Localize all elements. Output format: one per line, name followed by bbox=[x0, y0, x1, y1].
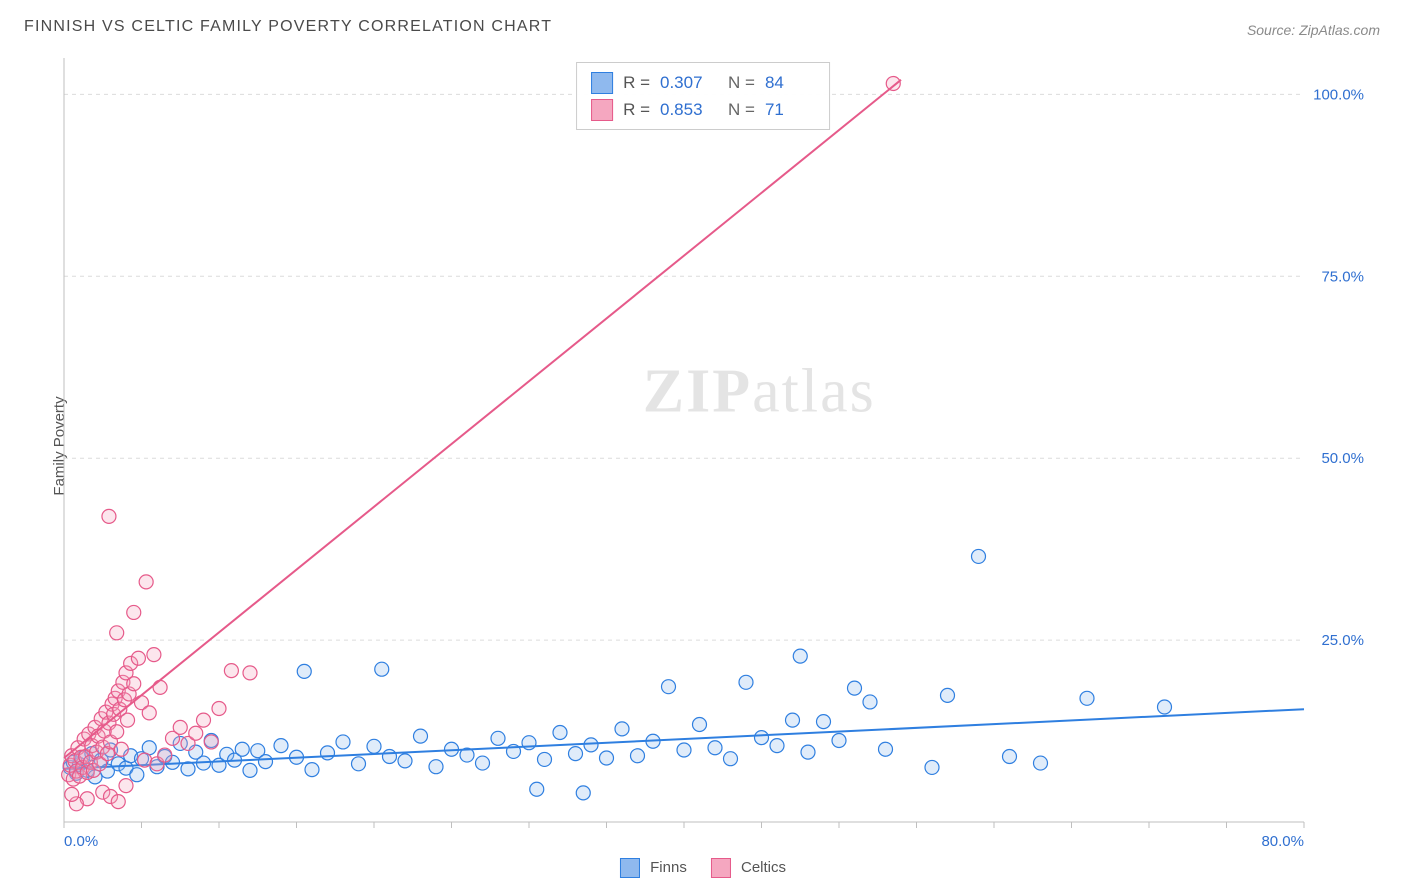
svg-text:50.0%: 50.0% bbox=[1321, 450, 1364, 467]
source-label: Source: ZipAtlas.com bbox=[1247, 22, 1380, 38]
legend-label-celtics: Celtics bbox=[741, 859, 786, 876]
svg-text:0.0%: 0.0% bbox=[64, 833, 98, 850]
legend-swatch-celtics bbox=[711, 858, 731, 878]
stats-row-celtics: R =0.853 N =71 bbox=[591, 96, 815, 123]
legend-item-finns: Finns bbox=[620, 858, 687, 878]
svg-text:100.0%: 100.0% bbox=[1313, 86, 1364, 103]
svg-text:80.0%: 80.0% bbox=[1261, 833, 1304, 850]
stats-swatch-finns bbox=[591, 72, 613, 94]
stats-legend: R =0.307 N =84 R =0.853 N =71 bbox=[576, 62, 830, 130]
stats-swatch-celtics bbox=[591, 99, 613, 121]
legend-swatch-finns bbox=[620, 858, 640, 878]
svg-text:75.0%: 75.0% bbox=[1321, 268, 1364, 285]
stats-row-finns: R =0.307 N =84 bbox=[591, 69, 815, 96]
scatter-plot: 0.0% 80.0% 25.0% 50.0% 75.0% 100.0% bbox=[54, 52, 1384, 862]
svg-text:25.0%: 25.0% bbox=[1321, 632, 1364, 649]
bottom-legend: Finns Celtics bbox=[620, 858, 786, 878]
legend-item-celtics: Celtics bbox=[711, 858, 786, 878]
legend-label-finns: Finns bbox=[650, 859, 687, 876]
chart-title: FINNISH VS CELTIC FAMILY POVERTY CORRELA… bbox=[24, 18, 552, 36]
